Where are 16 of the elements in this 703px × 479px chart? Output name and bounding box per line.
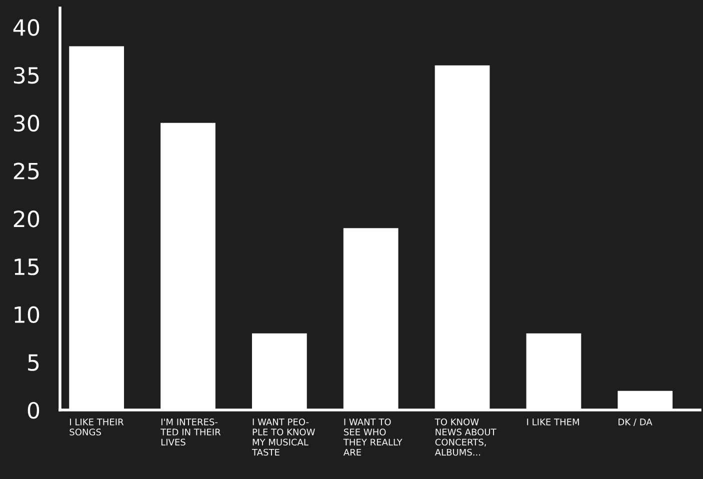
x-tick-label: I'M INTERES- TED IN THEIR LIVES	[160, 418, 221, 446]
y-tick-label: 20	[14, 210, 40, 228]
y-tick-label: 30	[14, 114, 40, 132]
y-tick-label: 10	[14, 306, 40, 324]
y-tick-label: 15	[14, 258, 39, 276]
x-tick-label: I LIKE THEM	[527, 418, 579, 426]
y-tick-label: 40	[13, 19, 40, 36]
y-tick-label: 0	[28, 402, 40, 419]
x-tick-label: I WANT TO SEE WHO THEY REALLY ARE	[343, 418, 402, 456]
x-tick-label: I LIKE THEIR SONGS	[70, 418, 124, 436]
x-tick-label: I WANT PEO- PLE TO KNOW MY MUSICAL TASTE	[252, 418, 315, 456]
x-tick-label: TO KNOW NEWS ABOUT CONCERTS, ALBUMS...	[434, 418, 496, 456]
y-tick-label: 25	[14, 162, 39, 180]
x-tick-label: DK / DA	[618, 418, 652, 426]
y-tick-label: 5	[28, 354, 39, 371]
y-tick-label: 35	[14, 66, 39, 84]
